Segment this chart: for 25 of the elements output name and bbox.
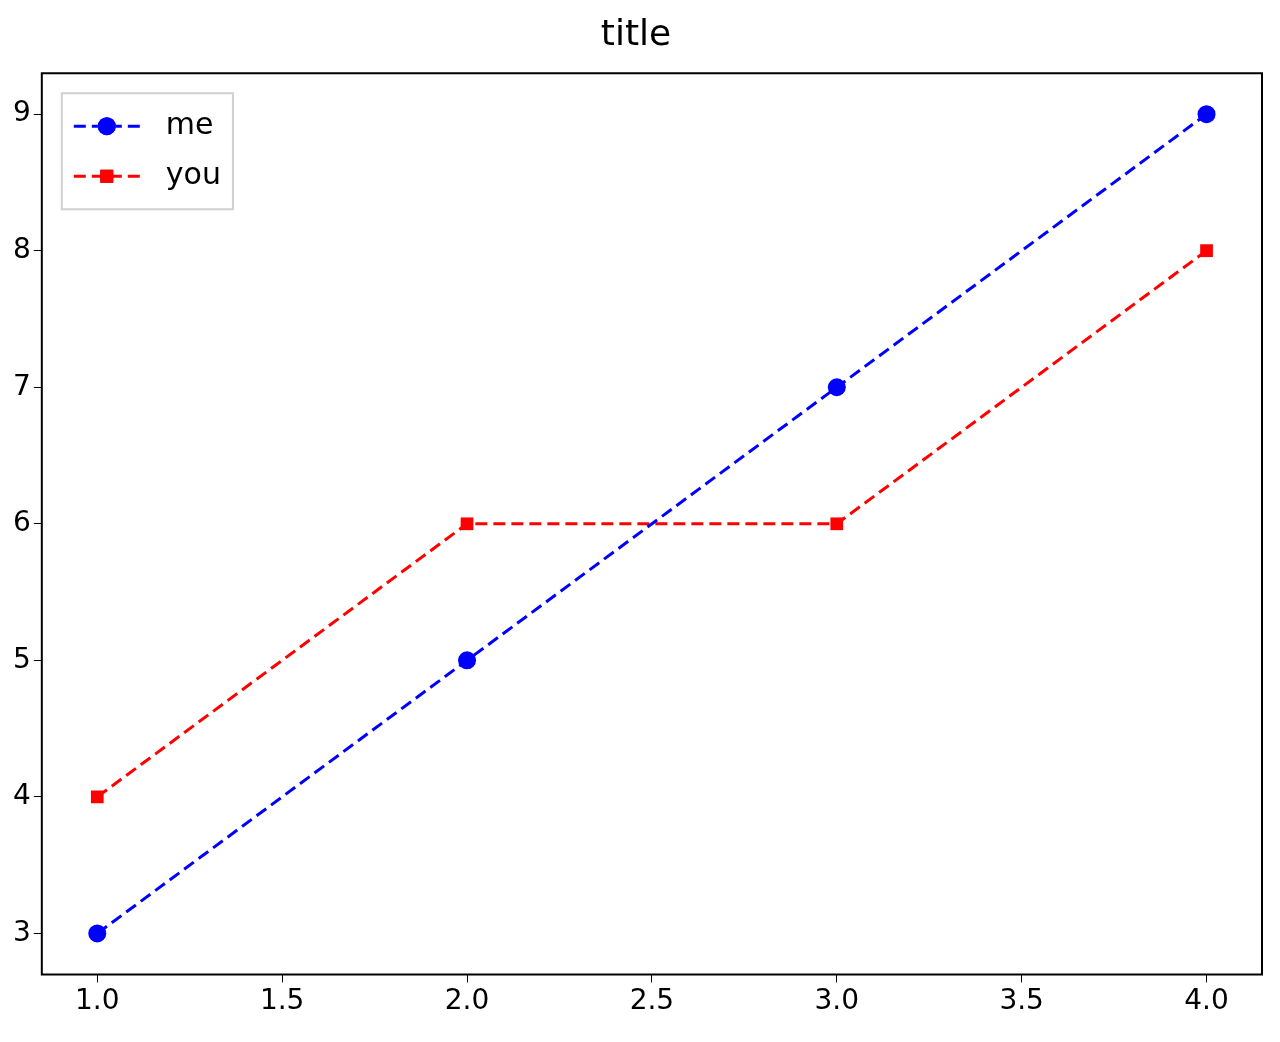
legend-label: you (165, 156, 221, 191)
chart-title: title (600, 11, 672, 53)
y-tick-label: 8 (12, 231, 31, 265)
y-tick-label: 5 (12, 641, 31, 675)
y-tick-label: 6 (12, 505, 31, 539)
point (1200, 244, 1213, 258)
point (830, 517, 844, 531)
legend-label: me (165, 106, 214, 141)
point (458, 651, 477, 670)
y-tick-label: 3 (12, 914, 31, 948)
point (827, 378, 846, 397)
x-tick-label: 3.5 (999, 983, 1044, 1017)
y-tick-label: 4 (12, 778, 31, 812)
point (1197, 105, 1216, 124)
y-tick-label: 7 (12, 368, 31, 402)
point (460, 517, 474, 531)
x-tick-label: 4.0 (1184, 983, 1229, 1017)
y-tick-label: 9 (12, 95, 31, 129)
point (90, 790, 104, 804)
point (88, 924, 107, 943)
x-tick-label: 3.0 (814, 983, 860, 1017)
x-tick-label: 2.0 (444, 983, 490, 1017)
x-tick-label: 1.5 (259, 983, 305, 1017)
x-tick-label: 2.5 (629, 983, 675, 1017)
x-tick-label: 1.0 (75, 983, 120, 1017)
